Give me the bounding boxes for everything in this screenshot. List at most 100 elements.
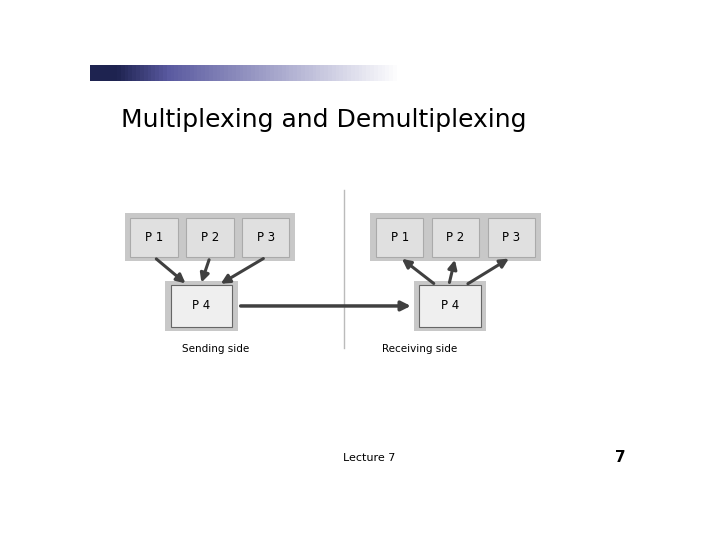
Bar <box>102 65 106 80</box>
Bar <box>320 65 325 80</box>
Bar <box>242 218 289 257</box>
Bar <box>213 65 217 80</box>
Bar <box>148 65 152 80</box>
Bar <box>370 213 429 261</box>
Bar <box>339 65 343 80</box>
Text: Lecture 7: Lecture 7 <box>343 453 395 463</box>
Bar <box>235 65 240 80</box>
Bar <box>258 65 264 80</box>
Text: P 1: P 1 <box>145 231 163 244</box>
Bar <box>426 213 485 261</box>
Bar <box>171 65 175 80</box>
Bar <box>293 65 297 80</box>
Bar <box>359 65 363 80</box>
Bar <box>163 65 167 80</box>
Bar <box>393 65 397 80</box>
Bar <box>390 65 394 80</box>
Bar <box>362 65 366 80</box>
Bar <box>378 65 382 80</box>
Bar <box>289 65 294 80</box>
Bar <box>205 65 210 80</box>
Bar <box>224 65 229 80</box>
Bar <box>419 285 481 327</box>
Bar <box>336 65 340 80</box>
Bar <box>487 218 535 257</box>
Text: P 3: P 3 <box>503 231 521 244</box>
Bar <box>125 65 129 80</box>
Bar <box>247 65 252 80</box>
Bar <box>156 65 160 80</box>
Bar <box>355 65 359 80</box>
Bar <box>232 65 236 80</box>
Bar <box>312 65 317 80</box>
Bar <box>190 65 194 80</box>
Bar <box>282 65 287 80</box>
Bar <box>186 65 190 80</box>
Bar <box>255 65 259 80</box>
Bar <box>186 218 234 257</box>
Bar <box>144 65 148 80</box>
Bar <box>128 65 132 80</box>
Bar <box>217 65 221 80</box>
Bar <box>266 65 271 80</box>
Bar <box>251 65 256 80</box>
Bar <box>370 65 374 80</box>
Bar <box>482 213 541 261</box>
Bar <box>125 213 184 261</box>
Bar <box>117 65 121 80</box>
Text: P 1: P 1 <box>390 231 409 244</box>
Bar <box>286 65 290 80</box>
Bar <box>182 65 186 80</box>
Bar <box>181 213 239 261</box>
Bar <box>90 74 102 80</box>
Bar <box>179 65 183 80</box>
Bar <box>351 65 355 80</box>
Bar <box>113 65 117 80</box>
Bar <box>167 65 171 80</box>
Bar <box>140 65 144 80</box>
Bar <box>347 65 351 80</box>
Bar <box>151 65 156 80</box>
Bar <box>159 65 163 80</box>
Bar <box>130 218 178 257</box>
Bar <box>90 65 94 80</box>
Bar <box>194 65 198 80</box>
Bar <box>166 281 238 331</box>
Bar <box>305 65 309 80</box>
Bar <box>366 65 371 80</box>
Bar <box>382 65 386 80</box>
Bar <box>324 65 328 80</box>
Bar <box>243 65 248 80</box>
Text: Multiplexing and Demultiplexing: Multiplexing and Demultiplexing <box>121 109 526 132</box>
Bar <box>413 281 486 331</box>
Text: P 2: P 2 <box>201 231 219 244</box>
Bar <box>236 213 295 261</box>
Bar <box>202 65 206 80</box>
Bar <box>136 65 140 80</box>
Bar <box>240 65 244 80</box>
Bar <box>343 65 348 80</box>
Bar <box>174 65 179 80</box>
Text: P 3: P 3 <box>257 231 275 244</box>
Text: P 4: P 4 <box>192 300 211 313</box>
Bar <box>274 65 279 80</box>
Bar <box>220 65 225 80</box>
Bar <box>228 65 233 80</box>
Bar <box>109 65 114 80</box>
Bar <box>105 65 109 80</box>
Bar <box>397 65 648 80</box>
Bar <box>197 65 202 80</box>
Bar <box>309 65 313 80</box>
Bar <box>263 65 267 80</box>
Bar <box>376 218 423 257</box>
Bar <box>301 65 305 80</box>
Bar <box>94 65 98 80</box>
Text: P 2: P 2 <box>446 231 464 244</box>
Bar <box>374 65 378 80</box>
Bar <box>278 65 282 80</box>
Bar <box>171 285 233 327</box>
Bar <box>297 65 302 80</box>
Bar <box>385 65 390 80</box>
Bar <box>316 65 320 80</box>
Bar <box>328 65 332 80</box>
